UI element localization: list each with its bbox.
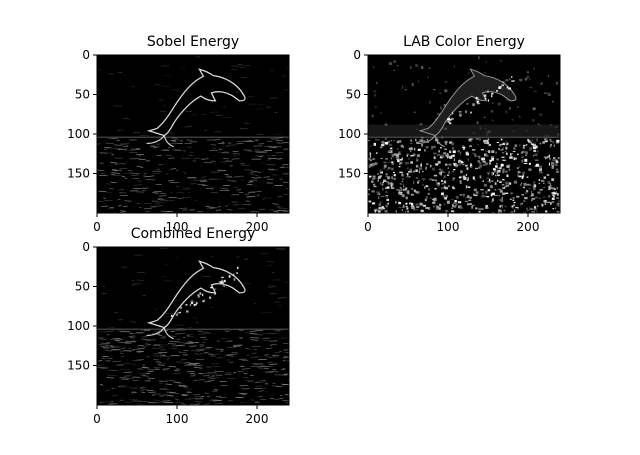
y-tick-label: 0 <box>82 240 90 254</box>
heatmap-image <box>97 55 289 213</box>
x-tick-label: 200 <box>246 220 269 234</box>
y-tick-label: 50 <box>75 280 90 294</box>
subplot-1: 0 100 200 0 50 100 150 <box>67 48 290 234</box>
x-tick-label: 200 <box>246 412 269 426</box>
subplot-3: 0 100 200 0 50 100 150 <box>67 240 290 426</box>
y-tick-label: 150 <box>67 359 90 373</box>
subplot-title: LAB Color Energy <box>403 34 525 50</box>
x-tick-label: 100 <box>437 220 460 234</box>
y-tick-label: 100 <box>338 127 361 141</box>
dolphin-outline <box>418 68 517 137</box>
y-tick-label: 150 <box>67 167 90 181</box>
y-tick-label: 0 <box>353 48 361 62</box>
subplot-title: Combined Energy <box>131 226 256 242</box>
heatmap-texture <box>368 56 560 213</box>
heatmap-texture <box>97 247 289 405</box>
y-tick-label: 100 <box>67 127 90 141</box>
x-tick-label: 0 <box>93 412 101 426</box>
dolphin-tail <box>417 135 445 148</box>
y-tick-label: 150 <box>338 167 361 181</box>
x-tick-label: 200 <box>517 220 540 234</box>
subplot-2: 0 100 200 0 50 100 150 <box>338 48 561 234</box>
y-tick-label: 50 <box>346 88 361 102</box>
x-tick-label: 0 <box>364 220 372 234</box>
y-tick-label: 0 <box>82 48 90 62</box>
y-tick-label: 100 <box>67 319 90 333</box>
dolphin-tail <box>146 327 174 340</box>
dolphin-tail <box>146 135 174 148</box>
dolphin-outline <box>146 68 246 137</box>
x-tick-label: 0 <box>93 220 101 234</box>
heatmap-image <box>97 247 289 405</box>
dolphin-outline <box>146 260 246 329</box>
x-tick-label: 100 <box>166 412 189 426</box>
y-tick-label: 50 <box>75 88 90 102</box>
subplot-title: Sobel Energy <box>147 34 239 50</box>
x-tick-label: 100 <box>166 220 189 234</box>
heatmap-texture <box>97 56 289 213</box>
